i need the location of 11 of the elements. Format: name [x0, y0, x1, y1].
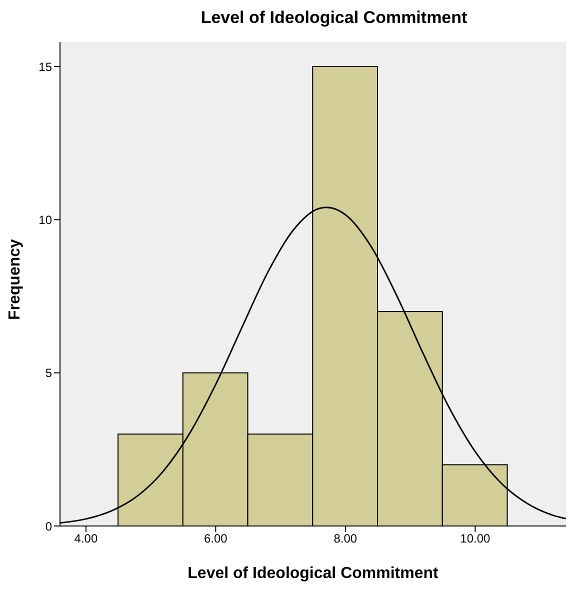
y-tick-label: 10	[38, 212, 52, 227]
x-tick-label: 6.00	[204, 532, 228, 546]
y-tick-label: 5	[45, 366, 52, 380]
chart-title: Level of Ideological Commitment	[200, 8, 468, 29]
x-tick-label: 4.00	[74, 532, 98, 546]
x-axis-title: Level of Ideological Commitment	[188, 565, 440, 582]
x-tick-label: 8.00	[334, 532, 358, 546]
y-tick-label: 0	[45, 519, 52, 534]
y-tick-label: 15	[38, 60, 52, 74]
y-axis-title: Frequency	[6, 238, 24, 320]
x-tick-label: 10.00	[460, 532, 491, 546]
